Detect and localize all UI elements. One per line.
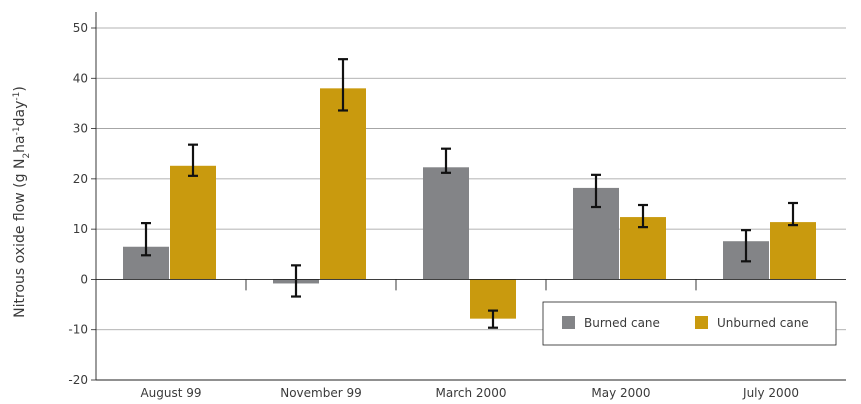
y-tick-label: 0	[80, 272, 88, 286]
error-bar	[741, 229, 751, 263]
error-bar	[291, 264, 301, 298]
x-tick-label: July 2000	[742, 386, 799, 400]
bar-burned-2	[423, 167, 469, 280]
error-bar	[141, 222, 151, 257]
x-tick-label: November 99	[280, 386, 362, 400]
axes	[91, 12, 846, 381]
y-tick-label: 10	[73, 222, 88, 236]
y-tick-label: 40	[73, 71, 88, 85]
x-tick-label: May 2000	[591, 386, 650, 400]
legend-box	[542, 301, 837, 346]
x-tick-label: March 2000	[436, 386, 507, 400]
y-tick-label: 50	[73, 21, 88, 35]
bar-unburned-4	[770, 222, 816, 280]
y-tick-label: 30	[73, 122, 88, 136]
tick-labels: -20 -10 0 10 20 30 40 50 August 99 November 99 Mar…	[68, 21, 799, 400]
y-axis-title: Nitrous oxide flow (g N2ha-1day-1)	[12, 86, 32, 318]
bars	[123, 88, 816, 319]
bar-unburned-0	[170, 165, 216, 280]
error-bar	[591, 173, 601, 209]
x-tick-label: August 99	[140, 386, 201, 400]
legend-swatch-burned-cane	[562, 316, 575, 329]
error-bars	[141, 58, 798, 329]
y-tick-label: -20	[68, 373, 88, 387]
y-tick-label: -10	[68, 323, 88, 337]
error-bar	[441, 147, 451, 174]
error-bar	[638, 203, 648, 229]
error-bar	[488, 309, 498, 329]
legend-swatch-unburned-cane	[695, 316, 708, 329]
error-bar	[788, 201, 798, 227]
legend-label-burned-cane: Burned cane	[584, 316, 660, 330]
error-bar	[188, 143, 198, 177]
y-tick-label: 20	[73, 172, 88, 186]
bar-unburned-1	[320, 88, 366, 280]
legend-label-unburned-cane: Unburned cane	[717, 316, 809, 330]
error-bar	[338, 58, 348, 112]
legend: Burned cane Unburned cane	[542, 301, 837, 346]
